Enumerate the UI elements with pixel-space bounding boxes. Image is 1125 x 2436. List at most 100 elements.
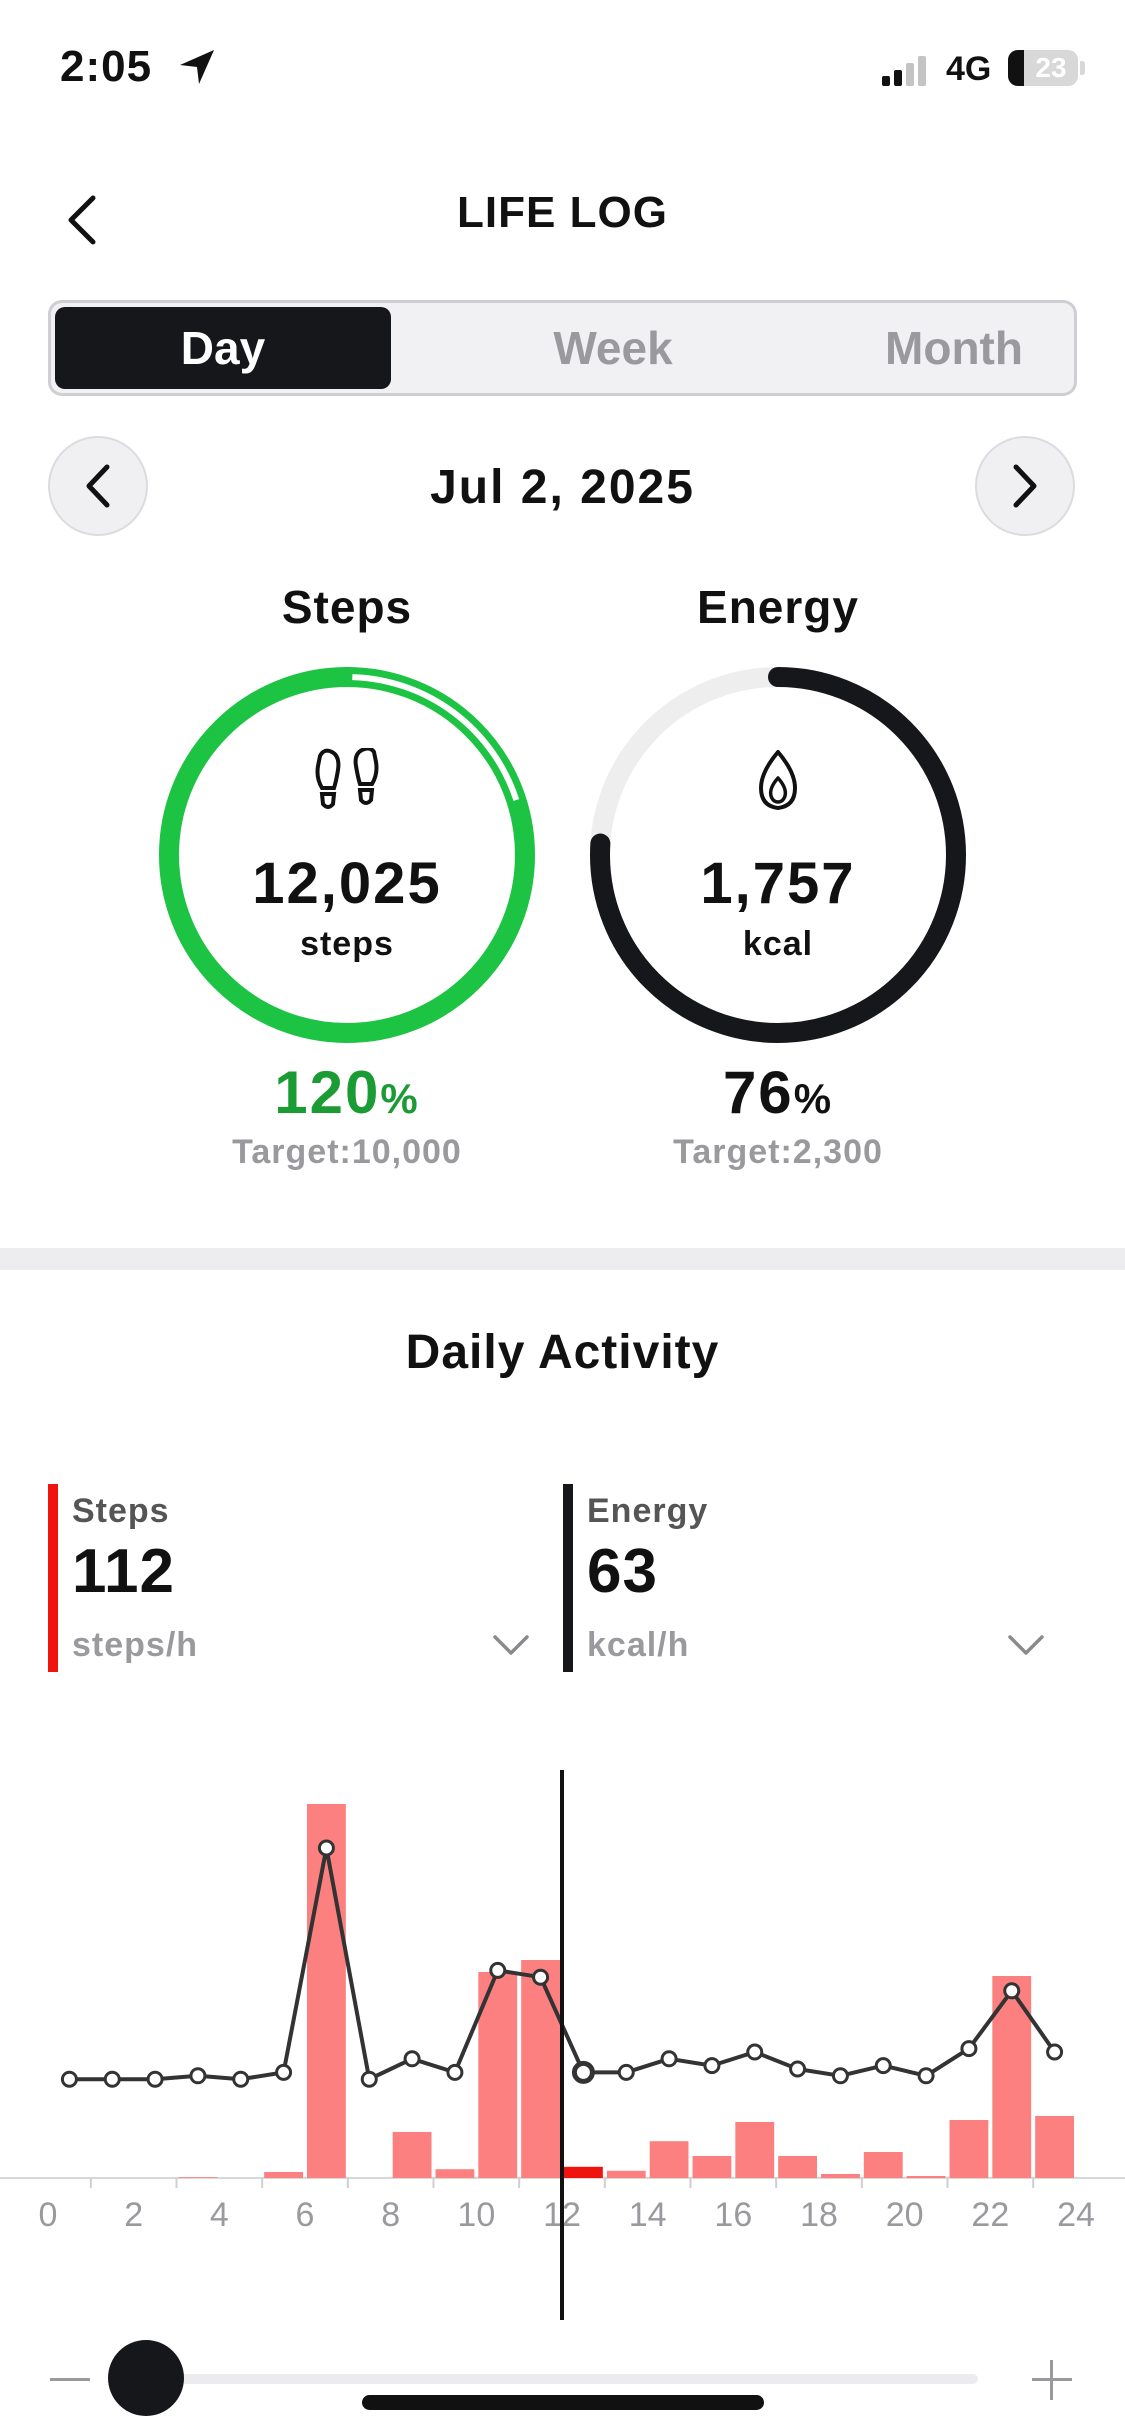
steps-percent: 120%: [137, 1058, 557, 1127]
x-tick-label: 20: [886, 2196, 924, 2234]
energy-label: Energy: [697, 581, 859, 633]
energy-point-hour-2[interactable]: [146, 2070, 164, 2088]
energy-point-hour-22[interactable]: [1003, 1982, 1021, 2000]
steps-progress-ring: [159, 667, 535, 1043]
chart-bar-hour-6[interactable]: [307, 1804, 346, 2178]
energy-point-hour-20[interactable]: [917, 2067, 935, 2085]
network-type: 4G: [946, 50, 992, 88]
chart-bar-hour-3[interactable]: [178, 2177, 218, 2178]
chart-bar-hour-9[interactable]: [435, 2169, 475, 2178]
energy-unit: kcal: [742, 925, 814, 963]
energy-metric-value: 63: [587, 1537, 658, 1606]
chart-bar-hour-23[interactable]: [1035, 2116, 1074, 2178]
chevron-down-icon[interactable]: [493, 1634, 529, 1656]
energy-point-hour-3[interactable]: [189, 2067, 207, 2085]
energy-point-hour-7[interactable]: [360, 2070, 378, 2088]
steps-metric-unit: steps/h: [72, 1626, 199, 1664]
energy-point-hour-19[interactable]: [874, 2057, 892, 2075]
energy-point-hour-23[interactable]: [1046, 2043, 1064, 2061]
zoom-thumb[interactable]: [108, 2340, 184, 2416]
steps-summary[interactable]: Steps 12,025 steps 120% Target:10,000: [137, 580, 557, 1180]
steps-metric-name: Steps: [72, 1492, 170, 1530]
previous-date-button[interactable]: [48, 436, 148, 536]
chart-bar-hour-8[interactable]: [392, 2132, 432, 2178]
energy-point-hour-4[interactable]: [232, 2070, 250, 2088]
energy-percent-symbol: %: [793, 1075, 834, 1122]
energy-point-hour-10[interactable]: [489, 1961, 507, 1979]
energy-point-hour-0[interactable]: [60, 2070, 78, 2088]
chart-bar-hour-5[interactable]: [264, 2172, 303, 2178]
chevron-down-icon[interactable]: [1008, 1634, 1044, 1656]
chart-bar-hour-17[interactable]: [778, 2156, 817, 2178]
energy-point-hour-6[interactable]: [317, 1839, 335, 1857]
chart-bar-hour-12[interactable]: [564, 2166, 603, 2178]
x-tick-label: 16: [714, 2196, 752, 2234]
chevron-left-icon: [86, 464, 110, 508]
x-tick-label: 4: [210, 2196, 229, 2234]
daily-activity-chart[interactable]: 0 2 4 6 8 10 12 14 16 18 20 22 24: [0, 1760, 1125, 2330]
chart-bar-hour-11[interactable]: [521, 1960, 560, 2178]
zoom-track[interactable]: [110, 2374, 978, 2384]
back-button[interactable]: [52, 185, 112, 255]
home-indicator: [362, 2395, 764, 2410]
chart-bar-hour-14[interactable]: [649, 2141, 689, 2178]
energy-point-hour-17[interactable]: [789, 2060, 807, 2078]
x-tick-label: 6: [296, 2196, 315, 2234]
tab-day[interactable]: Day: [55, 307, 391, 389]
energy-point-hour-18[interactable]: [831, 2067, 849, 2085]
zoom-slider[interactable]: [0, 2330, 1125, 2430]
footprints-icon: [315, 748, 379, 809]
chart-bar-hour-20[interactable]: [906, 2176, 946, 2178]
energy-point-hour-13[interactable]: [617, 2063, 635, 2081]
chart-bar-hour-16[interactable]: [735, 2122, 775, 2178]
steps-target: Target:10,000: [232, 1133, 462, 1171]
energy-target: Target:2,300: [673, 1133, 883, 1171]
energy-point-hour-21[interactable]: [960, 2040, 978, 2058]
x-tick-label: 8: [381, 2196, 400, 2234]
energy-summary[interactable]: Energy 1,757 kcal 76% Target:2,300: [568, 580, 988, 1180]
energy-point-hour-16[interactable]: [746, 2043, 764, 2061]
energy-point-hour-9[interactable]: [446, 2063, 464, 2081]
chart-bar-hour-21[interactable]: [949, 2120, 989, 2178]
energy-point-hour-11[interactable]: [532, 1968, 550, 1986]
energy-point-hour-14[interactable]: [660, 2050, 678, 2068]
x-tick-label: 0: [39, 2196, 58, 2234]
energy-metric-unit: kcal/h: [587, 1626, 690, 1664]
next-date-button[interactable]: [975, 436, 1075, 536]
energy-point-hour-1[interactable]: [103, 2070, 121, 2088]
x-tick-label: 22: [971, 2196, 1009, 2234]
chevron-right-icon: [1013, 464, 1037, 508]
status-bar: 2:05 4G 23: [0, 0, 1125, 140]
energy-point-hour-15[interactable]: [703, 2057, 721, 2075]
energy-point-hour-12[interactable]: [571, 2060, 595, 2084]
energy-progress-ring: [590, 667, 966, 1043]
tab-month[interactable]: Month: [885, 322, 1023, 374]
flame-icon: [759, 750, 797, 810]
energy-point-hour-5[interactable]: [275, 2063, 293, 2081]
location-arrow-icon: [180, 50, 214, 84]
x-tick-label: 10: [457, 2196, 495, 2234]
steps-metric-selector[interactable]: Steps 112 steps/h: [48, 1484, 548, 1674]
tab-week[interactable]: Week: [553, 322, 673, 374]
battery-cap: [1080, 61, 1085, 75]
chart-bar-hour-19[interactable]: [863, 2152, 903, 2178]
date-navigator: Jul 2, 2025: [0, 430, 1125, 540]
chart-bar-hour-18[interactable]: [821, 2174, 860, 2178]
zoom-in-icon-vertical: [1050, 2360, 1053, 2400]
zoom-out-icon[interactable]: [50, 2378, 90, 2381]
page-title: LIFE LOG: [457, 188, 668, 237]
period-segmented-control: Day Week Month: [48, 300, 1077, 396]
energy-metric-selector[interactable]: Energy 63 kcal/h: [563, 1484, 1063, 1674]
steps-value: 12,025: [252, 851, 442, 916]
cellular-signal-icon: [882, 56, 926, 86]
chevron-left-icon: [68, 195, 96, 245]
energy-point-hour-8[interactable]: [403, 2050, 421, 2068]
energy-value: 1,757: [700, 851, 856, 916]
x-tick-label: 24: [1057, 2196, 1095, 2234]
x-tick-label: 2: [124, 2196, 143, 2234]
chart-bar-hour-15[interactable]: [692, 2156, 732, 2178]
steps-label: Steps: [281, 581, 413, 633]
chart-bar-hour-13[interactable]: [606, 2170, 646, 2178]
steps-metric-value: 112: [72, 1537, 176, 1606]
steps-unit: steps: [300, 925, 394, 963]
